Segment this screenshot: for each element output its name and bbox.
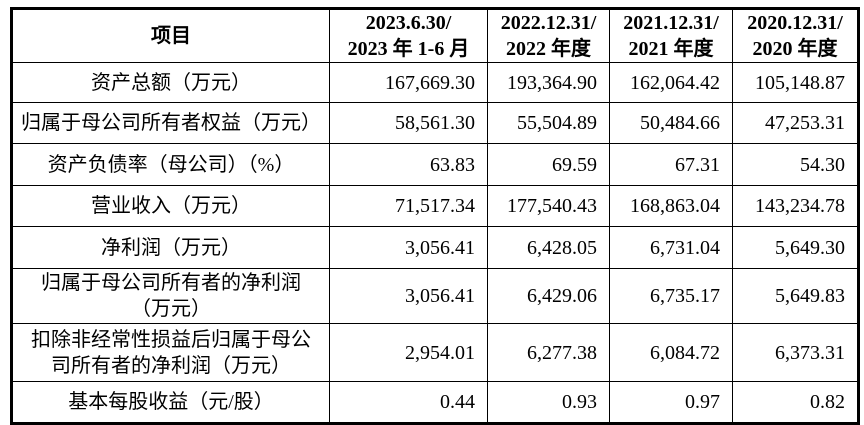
cell-value: 6,277.38 bbox=[487, 323, 610, 382]
cell-value: 69.59 bbox=[487, 143, 610, 186]
financial-summary-section: 项目 2023.6.30/ 2023 年 1-6 月 2022.12.31/ 2… bbox=[10, 7, 860, 425]
cell-value: 0.82 bbox=[732, 381, 859, 424]
cell-value: 177,540.43 bbox=[487, 185, 610, 227]
table-row-total-assets: 资产总额（万元） 167,669.30 193,364.90 162,064.4… bbox=[11, 62, 859, 103]
header-line-period: 2020 年度 bbox=[752, 38, 838, 60]
cell-value: 58,561.30 bbox=[329, 102, 488, 144]
cell-value: 167,669.30 bbox=[329, 62, 488, 103]
row-label: 归属于母公司所有者权益（万元） bbox=[11, 102, 330, 144]
header-row: 项目 2023.6.30/ 2023 年 1-6 月 2022.12.31/ 2… bbox=[11, 8, 859, 63]
cell-value: 143,234.78 bbox=[732, 185, 859, 227]
table-body: 资产总额（万元） 167,669.30 193,364.90 162,064.4… bbox=[11, 62, 859, 424]
table-row-revenue: 营业收入（万元） 71,517.34 177,540.43 168,863.04… bbox=[11, 185, 859, 227]
header-line-period: 2022 年度 bbox=[506, 38, 591, 60]
cell-value: 5,649.83 bbox=[732, 268, 859, 324]
cell-value: 0.93 bbox=[487, 381, 610, 424]
cell-value: 162,064.42 bbox=[609, 62, 733, 103]
table-row-debt-ratio: 资产负债率（母公司）（%） 63.83 69.59 67.31 54.30 bbox=[11, 143, 859, 186]
column-header-2021: 2021.12.31/ 2021 年度 bbox=[609, 8, 733, 63]
cell-value: 3,056.41 bbox=[329, 268, 488, 324]
row-label: 资产负债率（母公司）（%） bbox=[11, 143, 330, 186]
cell-value: 47,253.31 bbox=[732, 102, 859, 144]
cell-value: 6,735.17 bbox=[609, 268, 733, 324]
cell-value: 50,484.66 bbox=[609, 102, 733, 144]
row-label: 基本每股收益（元/股） bbox=[11, 381, 330, 424]
header-line-date: 2021.12.31/ bbox=[623, 12, 719, 34]
table-row-basic-eps: 基本每股收益（元/股） 0.44 0.93 0.97 0.82 bbox=[11, 381, 859, 424]
column-header-2023: 2023.6.30/ 2023 年 1-6 月 bbox=[329, 8, 488, 63]
cell-value: 2,954.01 bbox=[329, 323, 488, 382]
header-line-date: 2020.12.31/ bbox=[747, 12, 843, 34]
row-label: 资产总额（万元） bbox=[11, 62, 330, 103]
cell-value: 168,863.04 bbox=[609, 185, 733, 227]
header-line-date: 2023.6.30/ bbox=[365, 12, 452, 34]
header-line-date: 2022.12.31/ bbox=[500, 12, 597, 34]
cell-value: 67.31 bbox=[609, 143, 733, 186]
cell-value: 0.97 bbox=[609, 381, 733, 424]
cell-value: 6,084.72 bbox=[609, 323, 733, 382]
table-row-parent-equity: 归属于母公司所有者权益（万元） 58,561.30 55,504.89 50,4… bbox=[11, 102, 859, 144]
cell-value: 71,517.34 bbox=[329, 185, 488, 227]
cell-value: 0.44 bbox=[329, 381, 488, 424]
column-header-item: 项目 bbox=[11, 8, 330, 63]
cell-value: 105,148.87 bbox=[732, 62, 859, 103]
cell-value: 6,731.04 bbox=[609, 226, 733, 269]
column-header-2020: 2020.12.31/ 2020 年度 bbox=[732, 8, 859, 63]
financial-summary-table: 项目 2023.6.30/ 2023 年 1-6 月 2022.12.31/ 2… bbox=[10, 7, 860, 425]
cell-value: 5,649.30 bbox=[732, 226, 859, 269]
table-row-net-profit: 净利润（万元） 3,056.41 6,428.05 6,731.04 5,649… bbox=[11, 226, 859, 269]
cell-value: 55,504.89 bbox=[487, 102, 610, 144]
column-header-2022: 2022.12.31/ 2022 年度 bbox=[487, 8, 610, 63]
cell-value: 3,056.41 bbox=[329, 226, 488, 269]
row-label: 扣除非经常性损益后归属于母公 司所有者的净利润（万元） bbox=[11, 323, 330, 382]
cell-value: 6,373.31 bbox=[732, 323, 859, 382]
header-line-period: 2021 年度 bbox=[628, 38, 714, 60]
cell-value: 193,364.90 bbox=[487, 62, 610, 103]
cell-value: 6,428.05 bbox=[487, 226, 610, 269]
table-row-parent-net-profit: 归属于母公司所有者的净利润 （万元） 3,056.41 6,429.06 6,7… bbox=[11, 268, 859, 324]
row-label: 营业收入（万元） bbox=[11, 185, 330, 227]
table-header: 项目 2023.6.30/ 2023 年 1-6 月 2022.12.31/ 2… bbox=[11, 8, 859, 63]
cell-value: 63.83 bbox=[329, 143, 488, 186]
cell-value: 54.30 bbox=[732, 143, 859, 186]
header-line-period: 2023 年 1-6 月 bbox=[347, 38, 470, 60]
row-label: 净利润（万元） bbox=[11, 226, 330, 269]
row-label: 归属于母公司所有者的净利润 （万元） bbox=[11, 268, 330, 324]
table-row-deducted-net-profit: 扣除非经常性损益后归属于母公 司所有者的净利润（万元） 2,954.01 6,2… bbox=[11, 323, 859, 382]
cell-value: 6,429.06 bbox=[487, 268, 610, 324]
